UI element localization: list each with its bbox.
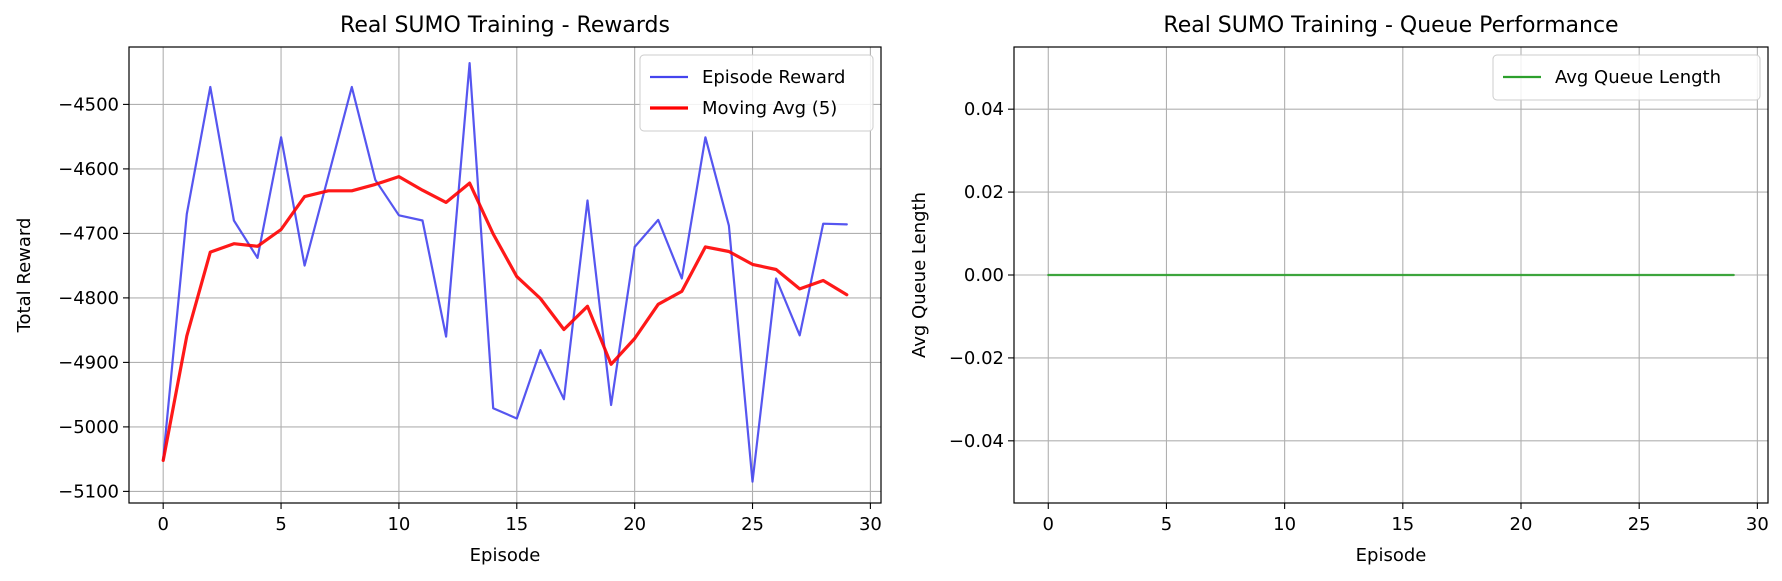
rewards-legend: Episode Reward Moving Avg (5) (639, 54, 874, 132)
queue-x-axis-label: Episode (1356, 545, 1427, 566)
queue-x-tick-label: 20 (1510, 514, 1533, 535)
rewards-x-tick-label: 25 (741, 514, 764, 535)
rewards-x-tick-label: 30 (859, 514, 882, 535)
queue-x-tick-label: 15 (1391, 514, 1414, 535)
queue-legend-label: Avg Queue Length (1555, 67, 1721, 88)
rewards-x-tick-label: 20 (623, 514, 646, 535)
queue-chart: 0 5 10 15 20 25 30 −0.04 −0.02 0.00 0.02 0.04 Real … (909, 13, 1769, 566)
queue-y-tick-label: 0.04 (964, 99, 1004, 120)
rewards-y-axis-label: Total Reward (14, 218, 35, 334)
queue-y-tick-label: −0.02 (949, 348, 1004, 369)
rewards-y-tick-label: −4500 (58, 94, 119, 115)
queue-x-tick-label: 30 (1746, 514, 1769, 535)
rewards-y-tick-label: −4800 (58, 288, 119, 309)
rewards-series-moving-avg-5-line (161, 175, 849, 462)
queue-y-tick-label: −0.04 (949, 431, 1004, 452)
queue-y-tick-label: 0.02 (964, 182, 1004, 203)
rewards-legend-label: Moving Avg (5) (702, 98, 837, 119)
rewards-y-tick-label: −5100 (58, 481, 119, 502)
rewards-series-episode-reward-line (162, 61, 848, 483)
rewards-x-tick-label: 10 (387, 514, 410, 535)
rewards-chart: 0 5 10 15 20 25 30 −5100 −5000 −4900 −4800 −4700 −46… (14, 13, 882, 566)
queue-y-tick-label: 0.00 (964, 265, 1004, 286)
rewards-legend-box (639, 54, 874, 132)
rewards-legend-label: Episode Reward (702, 67, 845, 88)
queue-x-tick-label: 10 (1273, 514, 1296, 535)
rewards-x-tick-label: 0 (157, 514, 168, 535)
rewards-y-tick-label: −4700 (58, 223, 119, 244)
rewards-plot-frame (128, 46, 882, 504)
queue-y-axis-label: Avg Queue Length (909, 192, 930, 358)
queue-x-tick-label: 5 (1161, 514, 1172, 535)
queue-legend-box (1492, 54, 1761, 101)
rewards-y-tick-label: −5000 (58, 417, 119, 438)
rewards-y-tick-label: −4900 (58, 352, 119, 373)
queue-legend: Avg Queue Length (1492, 54, 1761, 101)
rewards-y-tick-label: −4600 (58, 159, 119, 180)
rewards-x-tick-label: 15 (505, 514, 528, 535)
rewards-x-axis-label: Episode (470, 545, 541, 566)
rewards-x-tick-label: 5 (275, 514, 286, 535)
rewards-chart-title: Real SUMO Training - Rewards (340, 13, 670, 38)
queue-x-tick-label: 0 (1043, 514, 1054, 535)
queue-x-tick-label: 25 (1628, 514, 1651, 535)
queue-chart-title: Real SUMO Training - Queue Performance (1163, 13, 1618, 38)
